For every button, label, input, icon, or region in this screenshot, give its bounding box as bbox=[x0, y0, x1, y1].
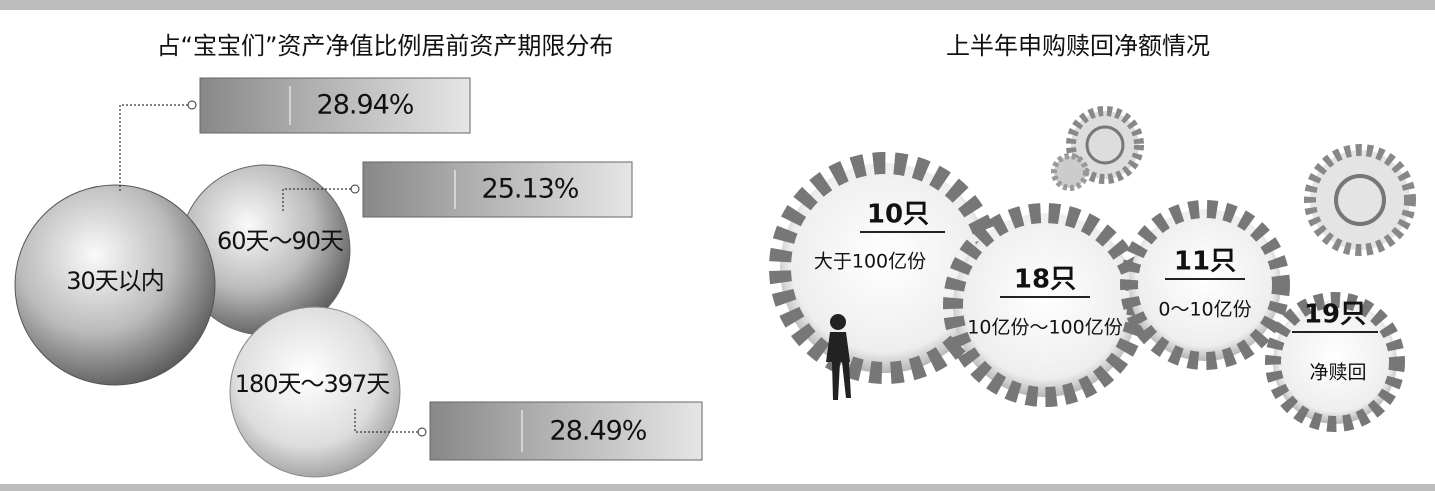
gear bbox=[953, 213, 1137, 397]
connector-dot bbox=[188, 101, 196, 109]
period-label: 60天～90天 bbox=[217, 227, 344, 255]
left-title: 占“宝宝们”资产净值比例居前资产期限分布 bbox=[157, 32, 614, 60]
connector-dot bbox=[351, 185, 359, 193]
period-label: 30天以内 bbox=[66, 267, 164, 295]
gear-count: 19只 bbox=[1304, 300, 1366, 330]
gear-count: 18只 bbox=[1014, 265, 1076, 295]
gear-label: 0～10亿份 bbox=[1158, 299, 1251, 321]
gear-count: 11只 bbox=[1174, 247, 1236, 277]
gear-label: 大于100亿份 bbox=[814, 251, 926, 273]
value: 28.94% bbox=[317, 90, 414, 121]
gear-label: 10亿份～100亿份 bbox=[967, 317, 1122, 339]
top-bar bbox=[0, 0, 1435, 10]
value: 28.49% bbox=[550, 416, 647, 447]
gear bbox=[1129, 209, 1281, 361]
gear-count: 10只 bbox=[867, 200, 929, 230]
gear-label: 净赎回 bbox=[1309, 362, 1366, 384]
connector-dot bbox=[418, 428, 426, 436]
right-title: 上半年申购赎回净额情况 bbox=[946, 32, 1210, 60]
connector bbox=[120, 105, 192, 192]
value: 25.13% bbox=[482, 174, 579, 205]
period-label: 180天～397天 bbox=[235, 370, 391, 398]
infographic: 占“宝宝们”资产净值比例居前资产期限分布 30天以内 60天～90天 180天～… bbox=[0, 0, 1435, 491]
bottom-bar bbox=[0, 484, 1435, 491]
